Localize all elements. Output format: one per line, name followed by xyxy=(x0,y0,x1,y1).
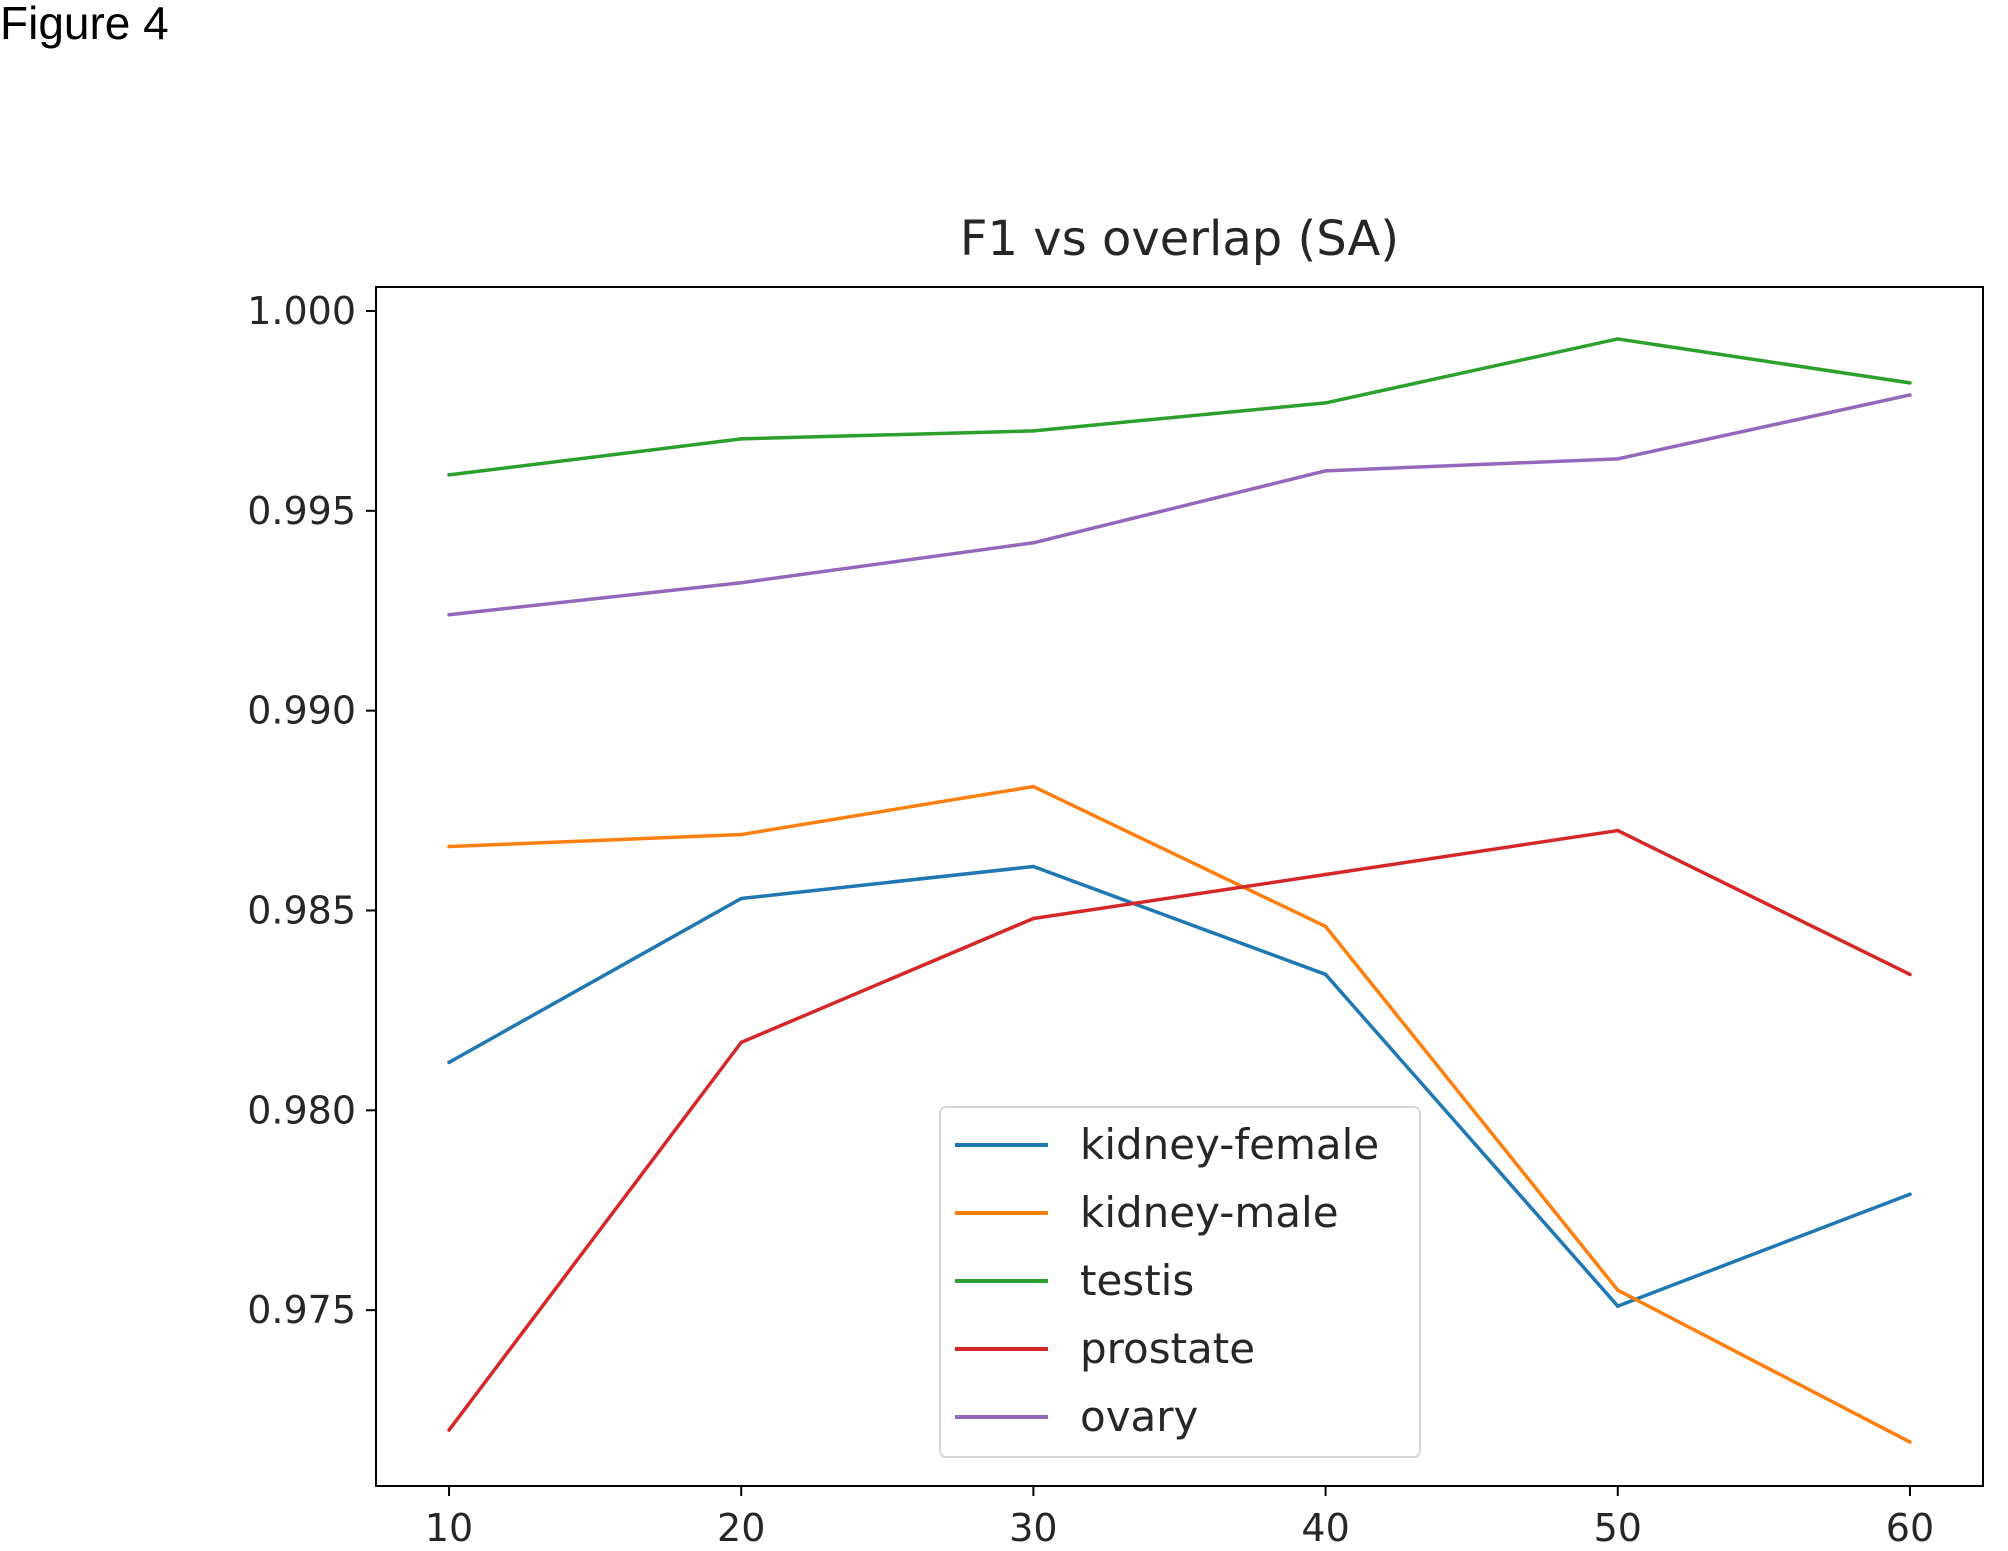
data-point xyxy=(1615,1288,1620,1292)
series-layer xyxy=(447,337,1912,1444)
legend-item-kidney-female: kidney-female xyxy=(955,1120,1379,1169)
legend-label: kidney-male xyxy=(1080,1188,1339,1237)
chart-title: F1 vs overlap (SA) xyxy=(960,211,1399,267)
data-point xyxy=(1323,972,1328,977)
series-line xyxy=(448,337,1911,477)
legend-label: prostate xyxy=(1080,1324,1255,1373)
legend: kidney-female kidney-male testis prostate ov… xyxy=(939,1106,1421,1458)
x-tick-label: 50 xyxy=(1594,1506,1642,1550)
legend-label: testis xyxy=(1080,1256,1194,1305)
series-line xyxy=(447,828,1911,1432)
y-tick-label: 0.990 xyxy=(247,689,356,733)
data-point xyxy=(447,473,451,477)
series-line xyxy=(448,784,1911,1444)
data-point xyxy=(1908,972,1912,977)
legend-label: ovary xyxy=(1080,1392,1198,1441)
x-tick-label: 60 xyxy=(1886,1506,1934,1550)
data-point xyxy=(447,612,451,617)
legend-label: kidney-female xyxy=(1080,1120,1379,1169)
data-point xyxy=(1031,784,1036,789)
data-point xyxy=(1031,916,1036,921)
legend-item-testis: testis xyxy=(955,1256,1194,1305)
legend-box xyxy=(939,1106,1421,1458)
data-point xyxy=(739,832,744,837)
data-point xyxy=(739,580,744,585)
plot-frame xyxy=(375,286,1984,1487)
series-prostate xyxy=(447,828,1912,1432)
y-tick-label: 0.980 xyxy=(247,1088,356,1132)
data-point xyxy=(1908,393,1912,397)
legend-item-ovary: ovary xyxy=(955,1392,1198,1441)
y-tick-label: 0.995 xyxy=(247,489,356,533)
data-point xyxy=(1323,469,1328,473)
legend-item-kidney-male: kidney-male xyxy=(955,1188,1339,1237)
series-kidney-male xyxy=(447,784,1912,1444)
data-point xyxy=(739,896,744,901)
data-point xyxy=(447,1060,451,1065)
data-point xyxy=(739,1040,744,1045)
data-point xyxy=(1908,381,1912,385)
series-kidney-female xyxy=(447,864,1912,1308)
series-testis xyxy=(447,337,1912,477)
data-point xyxy=(1908,1192,1912,1197)
data-point xyxy=(1031,429,1036,433)
data-point xyxy=(1615,457,1620,461)
y-tick-label: 0.985 xyxy=(247,888,356,932)
series-ovary xyxy=(447,393,1912,617)
data-point xyxy=(1615,828,1620,833)
data-point xyxy=(1031,864,1036,869)
data-point xyxy=(1323,401,1328,405)
data-point xyxy=(447,844,451,849)
series-line xyxy=(448,393,1911,617)
data-point xyxy=(447,1428,451,1432)
legend-item-prostate: prostate xyxy=(955,1324,1255,1373)
x-tick-label: 10 xyxy=(425,1506,473,1550)
y-tick-label: 0.975 xyxy=(247,1288,356,1332)
data-point xyxy=(1323,924,1328,929)
data-point xyxy=(1323,872,1328,877)
series-line xyxy=(448,864,1911,1308)
x-tick-label: 30 xyxy=(1009,1506,1057,1550)
data-point xyxy=(1615,337,1620,341)
x-axis: 10 20 30 40 50 60 xyxy=(425,1486,1934,1550)
data-point xyxy=(1031,540,1036,545)
data-point xyxy=(1615,1304,1620,1308)
y-axis: 0.975 0.980 0.985 0.990 0.995 1.000 xyxy=(247,289,376,1332)
figure-label: Figure 4 xyxy=(0,0,169,49)
data-point xyxy=(1908,1440,1912,1444)
x-tick-label: 40 xyxy=(1301,1506,1349,1550)
y-tick-label: 1.000 xyxy=(247,289,356,333)
x-tick-label: 20 xyxy=(717,1506,765,1550)
data-point xyxy=(739,437,744,441)
